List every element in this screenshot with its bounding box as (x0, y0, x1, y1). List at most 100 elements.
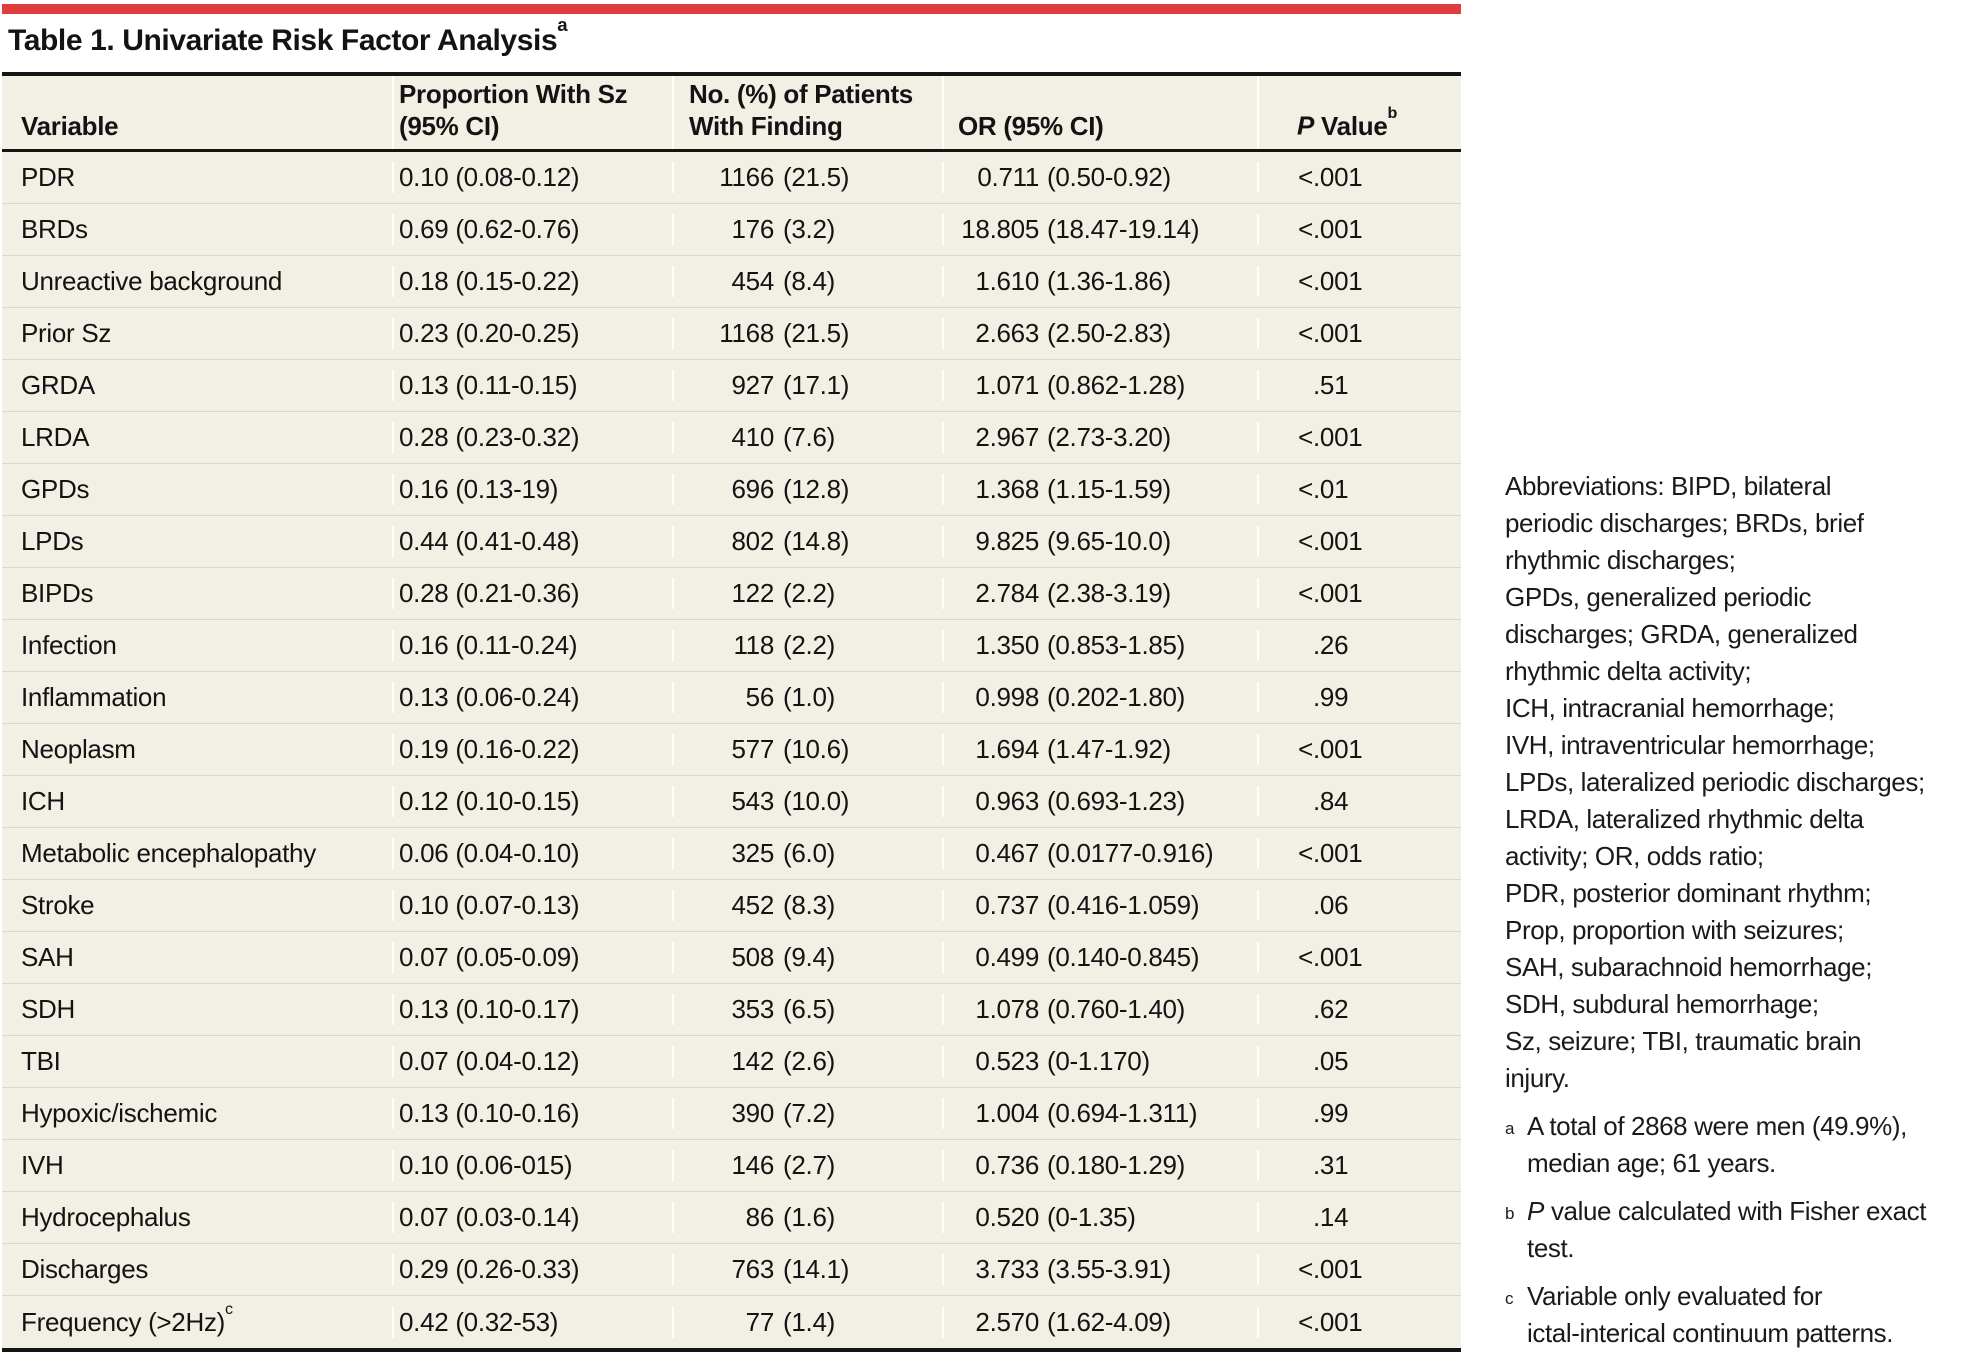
pvalue: .001 (1313, 214, 1363, 244)
pvalue-sign: < (1298, 838, 1313, 868)
patient-count: 577 (731, 734, 775, 764)
or-cell: 9.825 (9.65-10.0) (942, 526, 1257, 557)
patient-count: 325 (731, 838, 775, 868)
patient-count: 696 (731, 474, 775, 504)
proportion-cell: 0.16 (0.11-0.24) (392, 630, 672, 661)
variable-name: Unreactive background (21, 266, 283, 296)
table-row: TBI 0.07 (0.04-0.12) 142 (2.6) 0.523 (0-1.… (2, 1036, 1461, 1088)
table-row: Stroke 0.10 (0.07-0.13) 452 (8.3) 0.737 (0… (2, 880, 1461, 932)
table-row: Metabolic encephalopathy 0.06 (0.04-0.10… (2, 828, 1461, 880)
pvalue-sign: < (1298, 578, 1313, 608)
odds-ratio-ci: (2.73-3.20) (1047, 422, 1171, 452)
variable-cell: Stroke (2, 890, 392, 921)
table-title: Table 1. Univariate Risk Factor Analysis… (8, 14, 568, 58)
table-row: Hydrocephalus 0.07 (0.03-0.14) 86 (1.6) 0… (2, 1192, 1461, 1244)
abbreviation-line: Abbreviations: BIPD, bilateral (1505, 471, 1832, 501)
odds-ratio-ci: (0-1.35) (1047, 1202, 1136, 1232)
patient-percent: (9.4) (783, 942, 835, 972)
table-header-row: Variable Proportion With Sz (95% CI) No.… (2, 76, 1461, 152)
column-header-proportion: Proportion With Sz (95% CI) (392, 76, 672, 149)
patients-cell: 146 (2.7) (672, 1150, 942, 1181)
patient-percent: (12.8) (783, 474, 850, 504)
odds-ratio: 1.610 (975, 266, 1039, 296)
pvalue: .84 (1313, 786, 1349, 816)
proportion-cell: 0.07 (0.03-0.14) (392, 1202, 672, 1233)
proportion-cell: 0.28 (0.21-0.36) (392, 578, 672, 609)
pvalue: .51 (1313, 370, 1349, 400)
proportion-cell: 0.29 (0.26-0.33) (392, 1254, 672, 1285)
table-row: LRDA 0.28 (0.23-0.32) 410 (7.6) 2.967 (2.7… (2, 412, 1461, 464)
proportion-cell: 0.16 (0.13-19) (392, 474, 672, 505)
variable-name: Hypoxic/ischemic (21, 1098, 218, 1128)
abbreviation-line: LRDA, lateralized rhythmic delta (1505, 804, 1864, 834)
pvalue: .001 (1313, 422, 1363, 452)
footnote: a A total of 2868 were men (49.9%), media… (1505, 1108, 1963, 1182)
pvalue-cell: <.001 (1257, 526, 1461, 557)
or-cell: 18.805 (18.47-19.14) (942, 214, 1257, 245)
odds-ratio: 0.467 (975, 838, 1039, 868)
patients-cell: 353 (6.5) (672, 994, 942, 1025)
or-cell: 1.350 (0.853-1.85) (942, 630, 1257, 661)
or-cell: 1.004 (0.694-1.311) (942, 1098, 1257, 1129)
variable-name: LRDA (21, 422, 90, 452)
patients-cell: 452 (8.3) (672, 890, 942, 921)
variable-name: Discharges (21, 1254, 149, 1284)
patient-count: 1168 (719, 318, 774, 348)
odds-ratio-ci: (0.0177-0.916) (1047, 838, 1214, 868)
pvalue-cell: <.001 (1257, 214, 1461, 245)
patient-percent: (1.0) (783, 682, 835, 712)
pvalue: .001 (1313, 526, 1363, 556)
patient-count: 122 (731, 578, 775, 608)
variable-cell: Hydrocephalus (2, 1202, 392, 1233)
patient-percent: (10.0) (783, 786, 850, 816)
odds-ratio-ci: (1.15-1.59) (1047, 474, 1171, 504)
footnote-line: test. (1527, 1233, 1575, 1263)
proportion-cell: 0.18 (0.15-0.22) (392, 266, 672, 297)
or-cell: 3.733 (3.55-3.91) (942, 1254, 1257, 1285)
variable-cell: IVH (2, 1150, 392, 1181)
footnote: c Variable only evaluated for ictal-inter… (1505, 1278, 1963, 1352)
proportion-cell: 0.07 (0.04-0.12) (392, 1046, 672, 1077)
patient-percent: (6.0) (783, 838, 835, 868)
variable-cell: Inflammation (2, 682, 392, 713)
pvalue: .99 (1313, 682, 1349, 712)
variable-cell: Unreactive background (2, 266, 392, 297)
patient-percent: (21.5) (783, 162, 850, 192)
table-row: BIPDs 0.28 (0.21-0.36) 122 (2.2) 2.784 (2.… (2, 568, 1461, 620)
or-cell: 1.368 (1.15-1.59) (942, 474, 1257, 505)
column-header-patients: No. (%) of Patients With Finding (672, 76, 942, 149)
proportion-cell: 0.07 (0.05-0.09) (392, 942, 672, 973)
table-row: Infection 0.16 (0.11-0.24) 118 (2.2) 1.35… (2, 620, 1461, 672)
variable-cell: BIPDs (2, 578, 392, 609)
variable-name: SAH (21, 942, 74, 972)
pvalue-sign: < (1298, 1306, 1313, 1337)
variable-cell: Prior Sz (2, 318, 392, 349)
variable-cell: ICH (2, 786, 392, 817)
variable-name: Hydrocephalus (21, 1202, 191, 1232)
or-cell: 0.998 (0.202-1.80) (942, 682, 1257, 713)
patient-percent: (2.7) (783, 1150, 835, 1180)
patients-cell: 118 (2.2) (672, 630, 942, 661)
table-notes: Abbreviations: BIPD, bilateral periodic d… (1505, 468, 1963, 1352)
table-row: LPDs 0.44 (0.41-0.48) 802 (14.8) 9.825 (9.… (2, 516, 1461, 568)
abbreviation-line: injury. (1505, 1063, 1570, 1093)
journal-accent-bar (2, 4, 1461, 14)
odds-ratio: 3.733 (975, 1254, 1039, 1284)
or-cell: 0.963 (0.693-1.23) (942, 786, 1257, 817)
patient-count: 454 (731, 266, 775, 296)
odds-ratio: 2.784 (975, 578, 1039, 608)
variable-name: Prior Sz (21, 318, 112, 348)
variable-cell: Neoplasm (2, 734, 392, 765)
abbreviation-line: rhythmic delta activity; (1505, 656, 1752, 686)
patient-percent: (1.6) (783, 1202, 835, 1232)
pvalue-cell: <.001 (1257, 162, 1461, 193)
pvalue-cell: .06 (1257, 890, 1461, 921)
patient-count: 802 (731, 526, 775, 556)
odds-ratio-ci: (0.760-1.40) (1047, 994, 1186, 1024)
odds-ratio-ci: (0.862-1.28) (1047, 370, 1186, 400)
odds-ratio: 1.004 (975, 1098, 1039, 1128)
abbreviation-line: PDR, posterior dominant rhythm; (1505, 878, 1872, 908)
table-row: Frequency (>2Hz)c 0.42 (0.32-53) 77 (1.4)… (2, 1296, 1461, 1348)
or-cell: 2.967 (2.73-3.20) (942, 422, 1257, 453)
table-row: GPDs 0.16 (0.13-19) 696 (12.8) 1.368 (1.15… (2, 464, 1461, 516)
